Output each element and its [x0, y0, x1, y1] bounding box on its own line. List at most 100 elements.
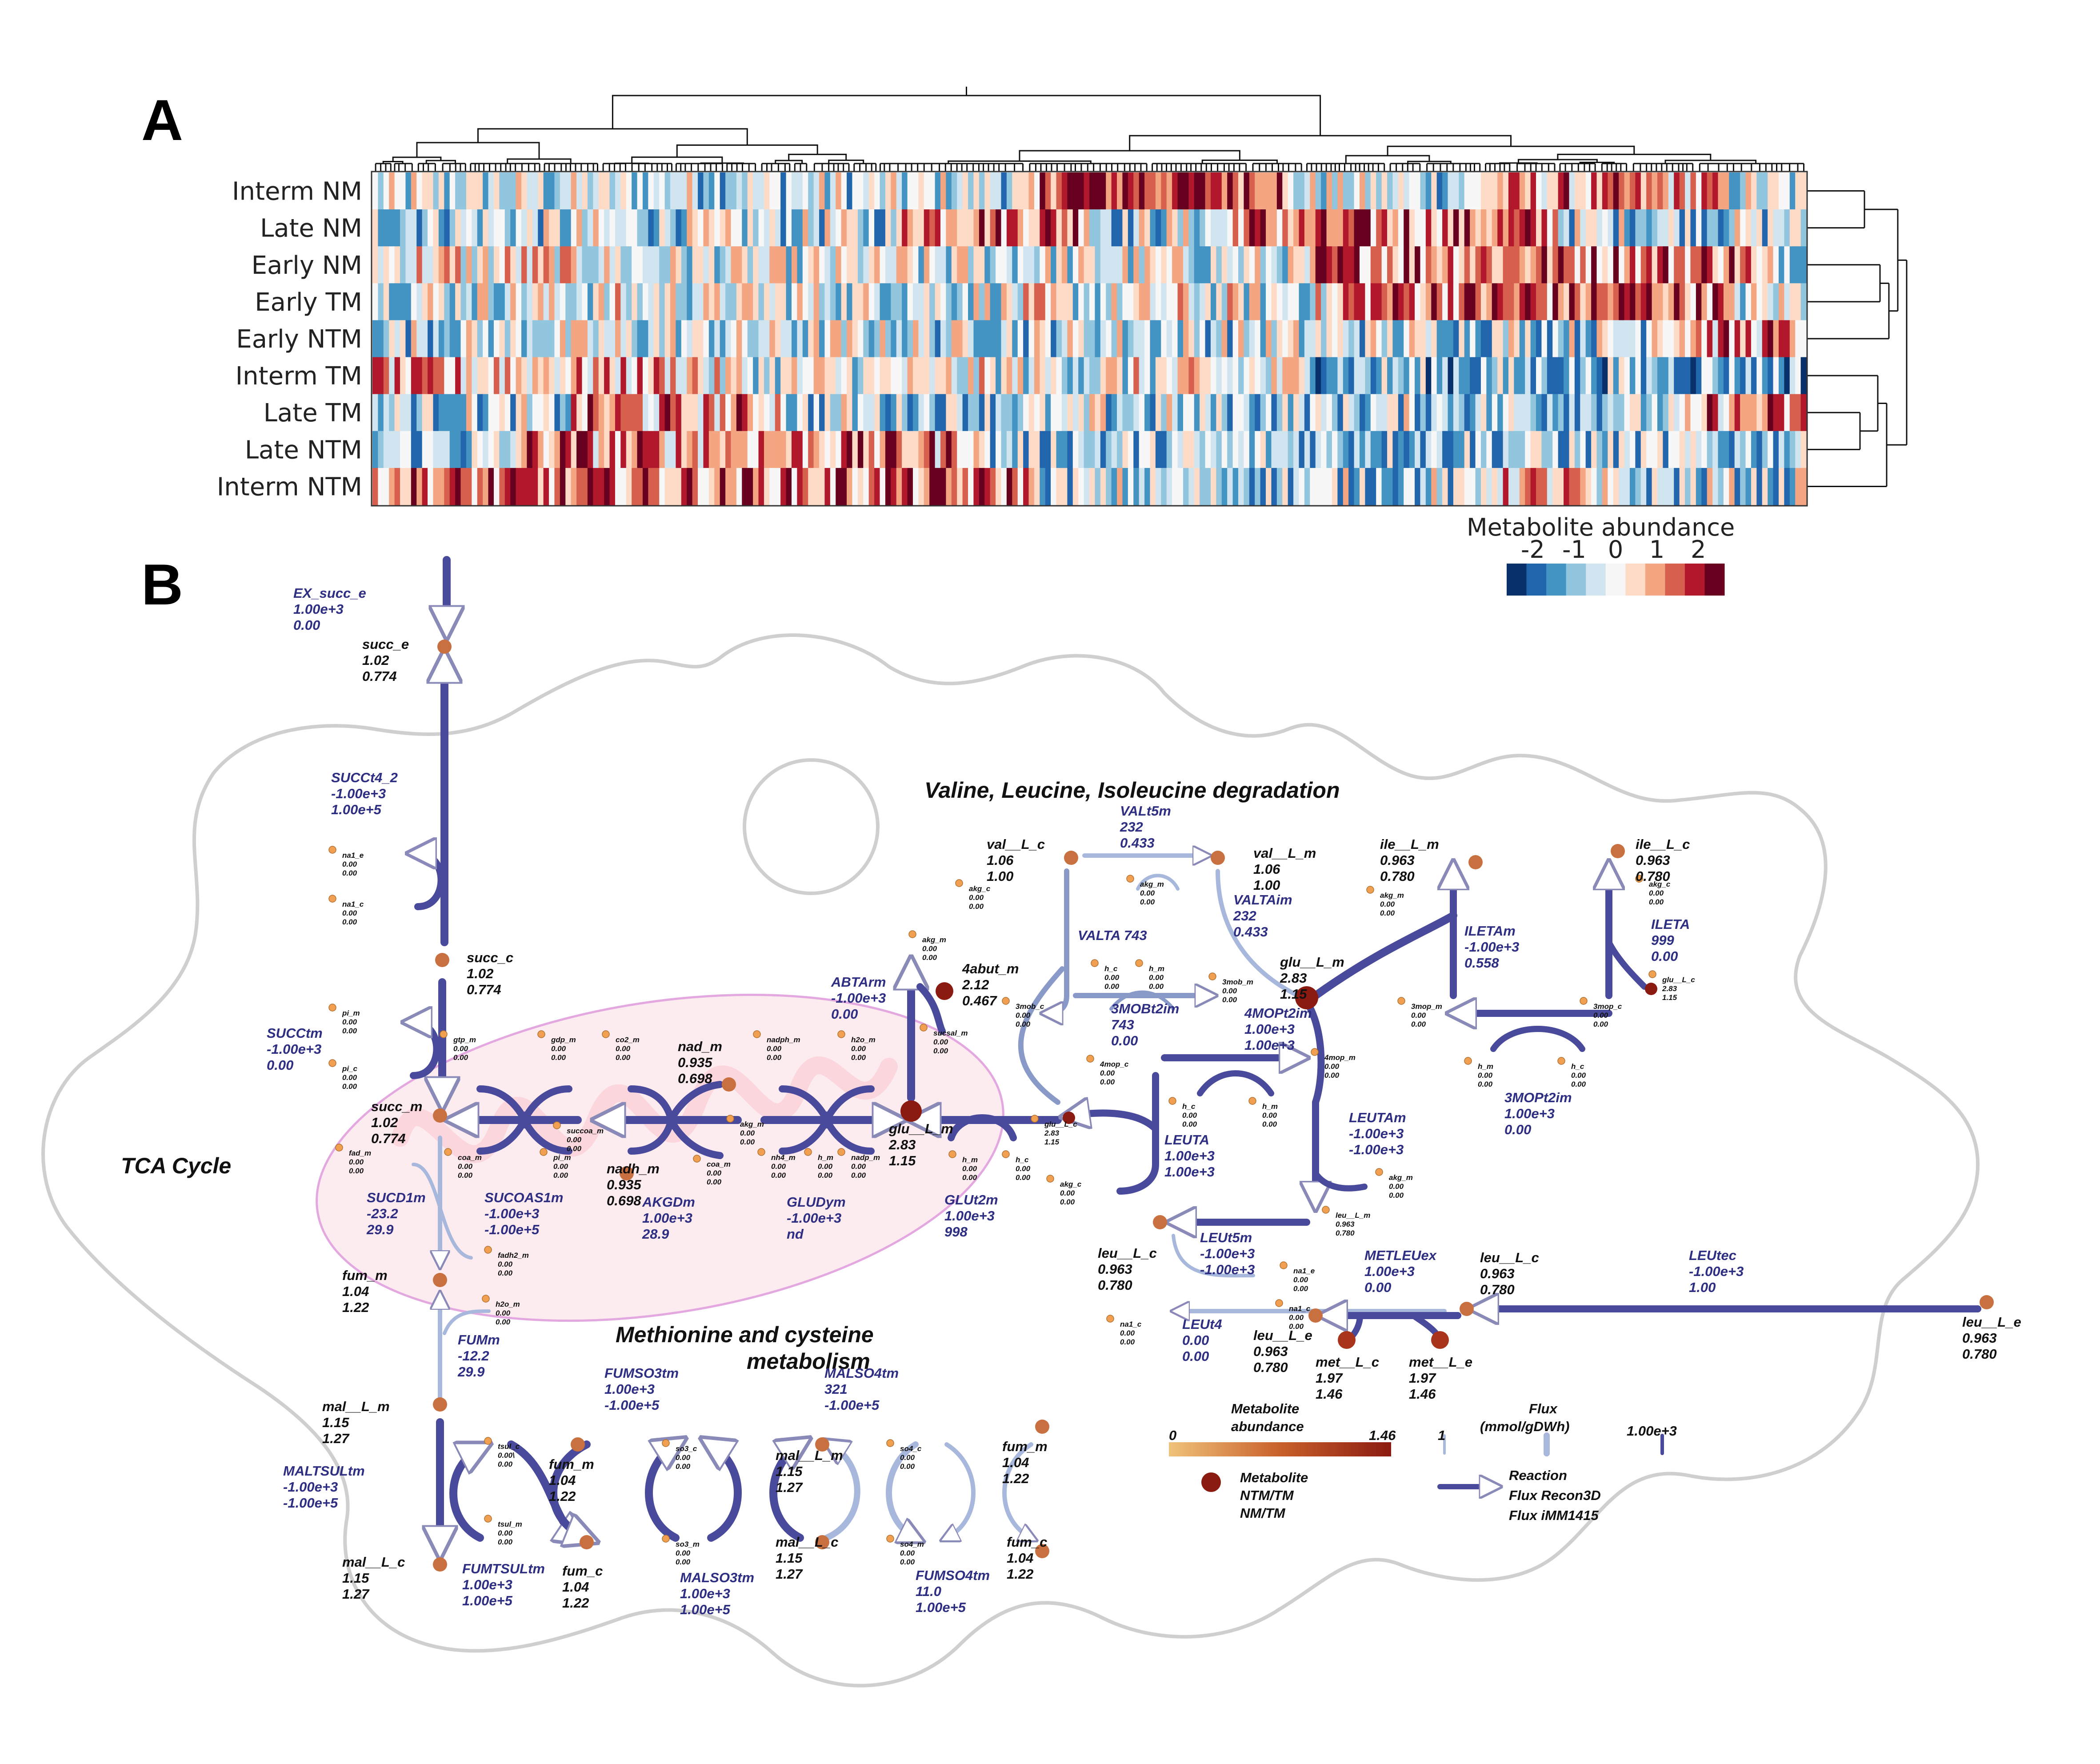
heatmap-cell	[1696, 431, 1702, 468]
heatmap-cell	[1629, 468, 1636, 505]
heatmap-cell	[1536, 283, 1542, 321]
dendrogram-branch	[1517, 159, 1598, 163]
heatmap-cell	[1095, 394, 1101, 432]
heatmap-cell	[1789, 172, 1796, 210]
heatmap-cell	[1282, 283, 1288, 321]
heatmap-cell	[957, 209, 963, 247]
heatmap-cell	[775, 357, 781, 395]
heatmap-cell	[1194, 283, 1200, 321]
heatmap-cell	[604, 283, 610, 321]
heatmap-cell	[1574, 394, 1580, 432]
heatmap-cell	[912, 357, 919, 395]
heatmap-cell	[554, 172, 560, 210]
heatmap-cell	[1514, 320, 1520, 358]
heatmap-cell	[1420, 209, 1426, 247]
heatmap-cell	[1117, 468, 1123, 505]
heatmap-cell	[1580, 320, 1586, 358]
heatmap-cell	[510, 468, 516, 505]
heatmap-cell	[979, 172, 985, 210]
heatmap-cell	[1436, 394, 1443, 432]
heatmap-cell	[1508, 431, 1514, 468]
label-cofactor: 0.00	[707, 1178, 722, 1186]
heatmap-cell	[791, 468, 797, 505]
label-cofactor: h_c	[1182, 1102, 1196, 1111]
heatmap-cell	[1536, 320, 1542, 358]
heatmap-cell	[1061, 283, 1068, 321]
label-cofactor: 0.00	[1104, 973, 1120, 982]
heatmap-cell	[791, 394, 797, 432]
heatmap-cell	[449, 209, 456, 247]
heatmap-cell	[1321, 431, 1327, 468]
heatmap-cell	[868, 246, 875, 284]
heatmap-cell	[405, 209, 412, 247]
heatmap-cell	[1056, 246, 1062, 284]
heatmap-cell	[692, 209, 698, 247]
heatmap-cell	[1051, 468, 1057, 505]
heatmap-cell	[405, 172, 412, 210]
heatmap-cell	[802, 468, 808, 505]
heatmap-cell	[676, 209, 682, 247]
heatmap-cell	[1111, 283, 1117, 321]
heatmap-cell	[560, 172, 566, 210]
heatmap-cell	[488, 283, 494, 321]
heatmap-cell	[565, 209, 572, 247]
legend-metabolite-title2: abundance	[1231, 1419, 1304, 1434]
heatmap-cell	[632, 431, 638, 468]
heatmap-cell	[984, 209, 991, 247]
heatmap-cell	[1602, 172, 1608, 210]
heatmap-cell	[1585, 357, 1592, 395]
heatmap-cell	[1591, 431, 1597, 468]
heatmap-cell	[549, 320, 555, 358]
label-cofactor: 0.00	[676, 1453, 691, 1462]
label-cofactor: 0.00	[551, 1044, 566, 1053]
heatmap-cell	[383, 283, 389, 321]
heatmap-cell	[731, 431, 737, 468]
heatmap-cell	[1078, 431, 1084, 468]
heatmap-cell	[1172, 431, 1178, 468]
heatmap-cell	[1155, 357, 1161, 395]
heatmap-cell	[1756, 209, 1763, 247]
heatmap-cell	[449, 246, 456, 284]
heatmap-cell	[1028, 394, 1035, 432]
heatmap-cell	[1701, 172, 1708, 210]
heatmap-cell	[968, 431, 974, 468]
heatmap-cell	[626, 283, 632, 321]
heatmap-cell	[1023, 468, 1029, 505]
heatmap-cell	[1652, 394, 1658, 432]
heatmap-cell	[510, 394, 516, 432]
heatmap-cell	[1569, 172, 1575, 210]
flux-iletam-glu	[1312, 912, 1457, 1000]
heatmap-cell	[1530, 209, 1536, 247]
heatmap-cell	[1172, 320, 1178, 358]
heatmap-cell	[824, 394, 831, 432]
label-cofactor: nadph_m	[767, 1036, 800, 1044]
label-met-e: met__L_e	[1409, 1354, 1472, 1370]
heatmap-cell	[1045, 357, 1051, 395]
label-valtaim: VALTAim	[1233, 892, 1292, 908]
label-fum-m3: 1.04	[1002, 1455, 1029, 1470]
heatmap-cell	[847, 283, 853, 321]
heatmap-cell	[1729, 209, 1735, 247]
heatmap-cell	[1359, 357, 1365, 395]
label-cofactor: h_c	[1016, 1156, 1029, 1164]
heatmap-cell	[1144, 468, 1151, 505]
label-cofactor: akg_m	[922, 936, 946, 944]
heatmap-cell	[1255, 468, 1261, 505]
heatmap-cell	[1640, 431, 1647, 468]
heatmap-cell	[1144, 283, 1151, 321]
heatmap-cell	[527, 468, 533, 505]
heatmap-cell	[1635, 283, 1641, 321]
heatmap-cell	[604, 394, 610, 432]
label-leu-e: 0.780	[1253, 1360, 1288, 1375]
heatmap-cell	[1679, 283, 1685, 321]
label-cofactor: na1_c	[1120, 1320, 1142, 1328]
heatmap-cell	[847, 246, 853, 284]
label-cofactor: 0.00	[1100, 1078, 1115, 1086]
heatmap-cell	[554, 468, 560, 505]
heatmap-cell	[378, 431, 384, 468]
heatmap-cell	[824, 246, 831, 284]
heatmap-cell	[1144, 246, 1151, 284]
heatmap-cell	[984, 394, 991, 432]
label-cofactor: 0.00	[1120, 1329, 1135, 1337]
heatmap-cell	[609, 431, 616, 468]
